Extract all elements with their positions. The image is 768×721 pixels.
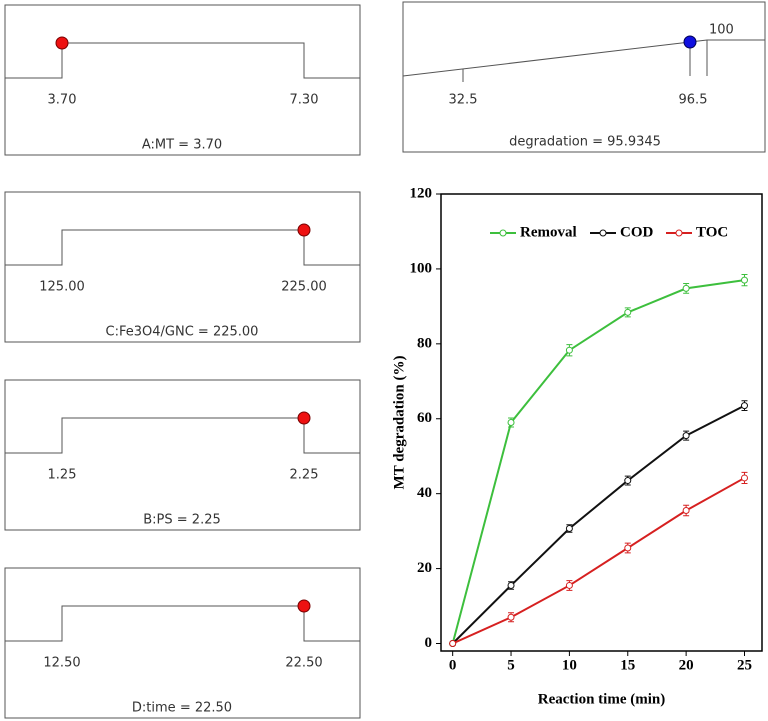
- x-tick-label: 5: [507, 657, 515, 673]
- legend-marker: [499, 229, 507, 237]
- point: [449, 640, 457, 648]
- series-line: [452, 477, 745, 645]
- point: [682, 507, 690, 515]
- point: [740, 402, 748, 410]
- caption: D:time = 22.50: [132, 701, 232, 716]
- series-line: [451, 404, 745, 645]
- high-label: 22.50: [285, 656, 322, 671]
- caption: B:PS = 2.25: [143, 513, 221, 528]
- caption: A:MT = 3.70: [142, 138, 222, 153]
- point: [565, 346, 573, 354]
- point: [682, 284, 690, 292]
- high-label: 96.5: [679, 93, 708, 108]
- panel-box: [402, 1, 766, 153]
- x-tick-label: 0: [449, 657, 457, 673]
- panel-box: [4, 191, 361, 343]
- legend-label: Removal: [520, 224, 577, 240]
- top-label: 100: [709, 23, 734, 38]
- y-tick-label: 60: [417, 410, 432, 426]
- point: [507, 419, 515, 426]
- panel-box: [4, 379, 361, 531]
- legend-label: COD: [620, 224, 654, 240]
- ramp: [5, 417, 360, 454]
- setting-dot: [297, 599, 311, 613]
- point: [624, 308, 632, 316]
- plot-frame: [440, 193, 763, 652]
- point: [624, 544, 632, 552]
- setting-dot: [297, 411, 311, 425]
- ramp: [402, 39, 765, 77]
- high-label: 7.30: [290, 93, 319, 108]
- low-label: 12.50: [43, 656, 80, 671]
- setting-dot: [297, 223, 311, 237]
- x-axis-label: Reaction time (min): [538, 691, 665, 707]
- ramp: [5, 605, 360, 642]
- panel-box: [4, 4, 361, 156]
- chart: 0 20 40 60 80 100 120 0 5 10 15 20 25 Reaction time (…: [391, 185, 763, 707]
- x-tick-label: 25: [737, 657, 752, 673]
- response-panel: 32.5 96.5 100 degradation = 95.9345: [402, 1, 766, 153]
- y-tick-label: 0: [425, 635, 433, 651]
- legend-label: TOC: [696, 224, 728, 240]
- point: [565, 581, 573, 589]
- legend-marker: [675, 229, 683, 237]
- series-line: [451, 279, 745, 644]
- y-tick-label: 20: [417, 560, 432, 576]
- ramps: 3.70 7.30 A:MT = 3.70 125.00 225.00 C:Fe3O4/G…: [4, 4, 361, 719]
- ramp: [5, 229, 360, 266]
- point: [507, 581, 515, 589]
- point: [740, 474, 748, 482]
- legend-marker: [599, 229, 607, 237]
- low-label: 125.00: [39, 280, 85, 295]
- x-tick-label: 20: [679, 657, 694, 673]
- x-tick-label: 15: [620, 657, 635, 673]
- point: [682, 432, 690, 440]
- panel-box: [4, 567, 361, 719]
- prediction-dot: [683, 35, 697, 49]
- caption: degradation = 95.9345: [509, 135, 661, 150]
- point: [507, 613, 515, 621]
- low-label: 32.5: [449, 93, 478, 108]
- setting-dot: [55, 36, 69, 50]
- high-label: 225.00: [281, 280, 327, 295]
- y-tick-label: 100: [410, 260, 433, 276]
- y-tick-label: 80: [417, 335, 432, 351]
- point: [740, 276, 748, 284]
- y-axis-label: MT degradation (%): [391, 356, 407, 490]
- point: [565, 525, 573, 533]
- ramp: [5, 42, 360, 79]
- low-label: 1.25: [48, 468, 77, 483]
- low-label: 3.70: [48, 93, 77, 108]
- x-tick-label: 10: [562, 657, 577, 673]
- point: [624, 477, 632, 485]
- caption: C:Fe3O4/GNC = 225.00: [106, 325, 259, 340]
- high-label: 2.25: [290, 468, 319, 483]
- y-tick-label: 40: [417, 485, 432, 501]
- y-tick-label: 120: [410, 185, 433, 201]
